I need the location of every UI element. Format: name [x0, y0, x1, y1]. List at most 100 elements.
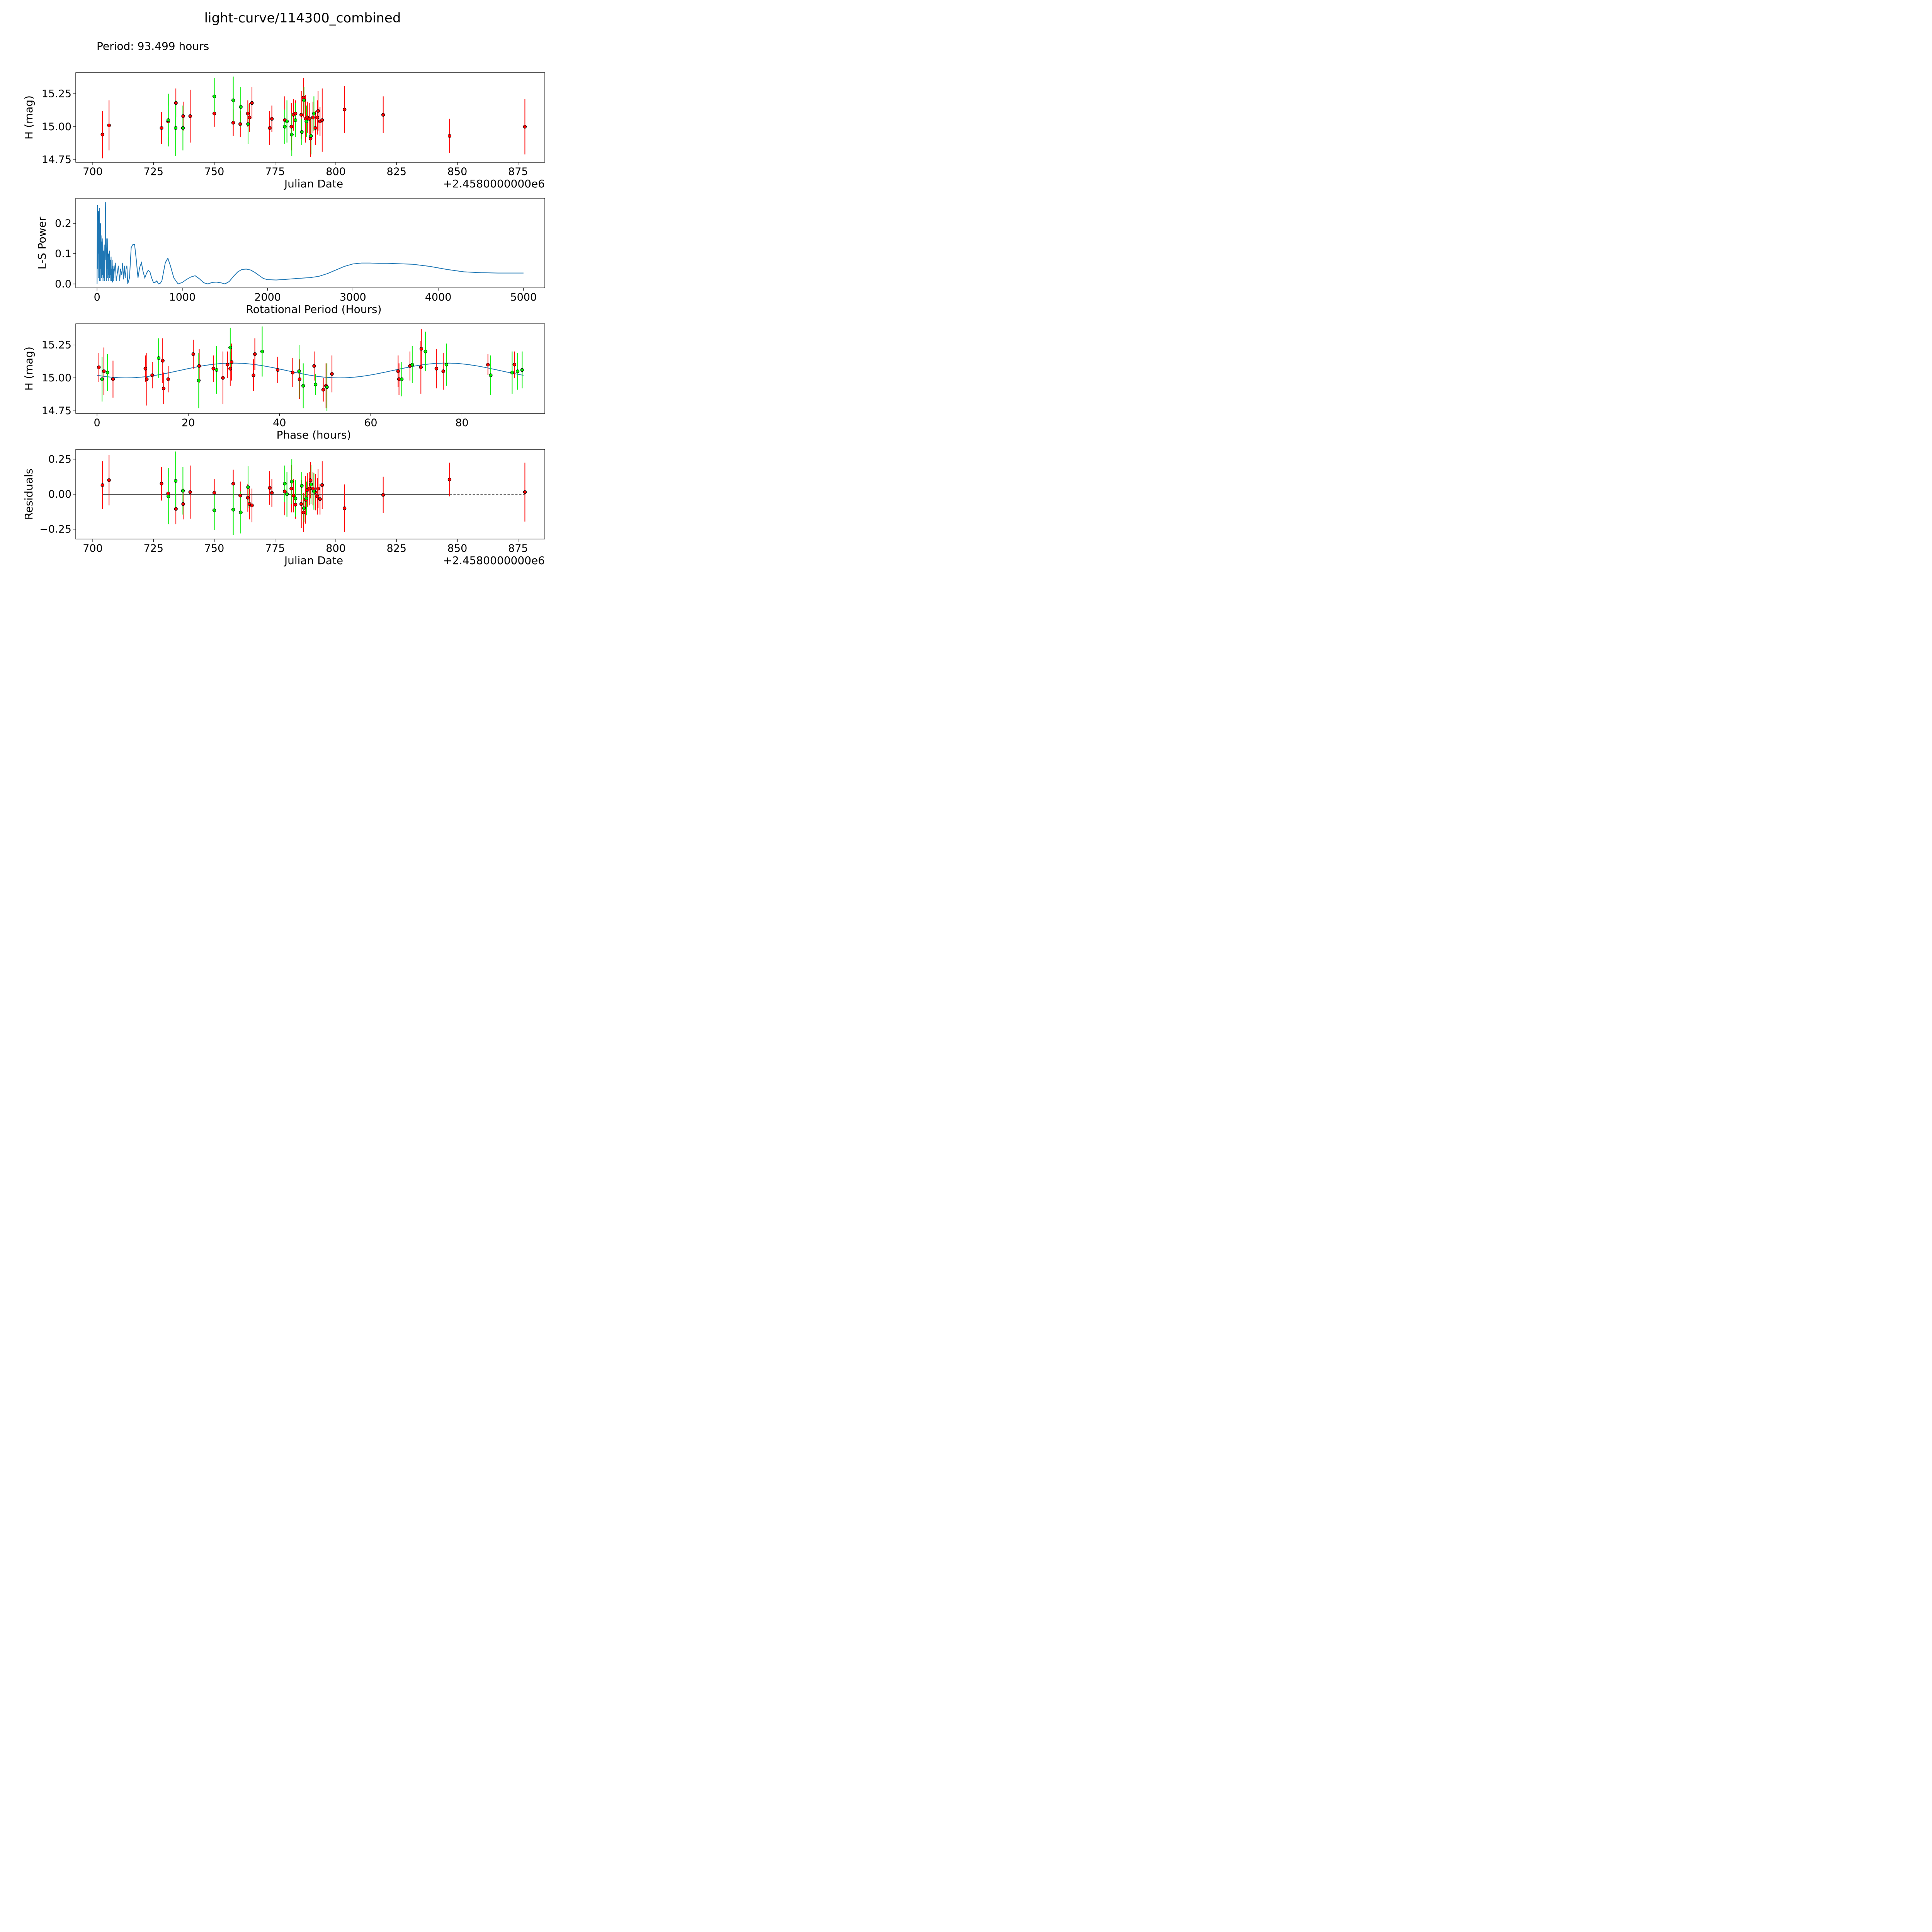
data-point-green [300, 130, 304, 134]
periodogram-panel: 0 1000 2000 3000 4000 5000 0.0 0.1 0.2 Rotational… [36, 198, 545, 316]
data-point-red [100, 133, 104, 137]
y-tick-label: 15.25 [42, 88, 71, 100]
data-point-green [300, 484, 304, 488]
data-point-red [230, 360, 234, 364]
x-tick-label: 775 [265, 166, 285, 178]
y-tick-label: 14.75 [42, 405, 71, 417]
data-point-green [510, 371, 514, 374]
data-point-red [166, 377, 170, 381]
data-point-red [107, 478, 111, 482]
x-tick-label: 825 [387, 166, 407, 178]
x-tick-label: 775 [265, 543, 285, 554]
x-tick-label: 800 [326, 166, 346, 178]
data-point-red [320, 483, 324, 487]
data-point-green [173, 126, 178, 130]
data-point-red [289, 125, 293, 129]
data-point-green [285, 492, 289, 496]
data-point-green [214, 368, 219, 372]
data-point-green [100, 377, 104, 381]
data-point-red [512, 363, 516, 367]
data-point-green [246, 485, 250, 489]
data-point-red [523, 125, 527, 129]
data-point-green [293, 497, 298, 500]
data-point-green [197, 379, 201, 383]
data-point-green [239, 510, 243, 514]
data-point-red [248, 116, 252, 119]
y-tick-label: 0.2 [55, 218, 71, 230]
data-point-red [160, 482, 163, 486]
data-point-red [111, 377, 115, 381]
data-point-green [302, 98, 306, 102]
data-point-green [301, 384, 305, 388]
data-point-red [291, 493, 296, 498]
x-offset-label: +2.4580000000e6 [443, 177, 545, 190]
data-point-red [419, 365, 423, 369]
data-point-green [285, 119, 289, 123]
x-tick-label: 5000 [510, 291, 537, 303]
y-tick-label: 15.00 [42, 121, 71, 133]
x-tick-label: 2000 [254, 291, 281, 303]
data-point-green [312, 490, 316, 493]
x-tick-label: 875 [508, 166, 528, 178]
data-point-green [444, 363, 449, 367]
data-point-red [434, 367, 439, 371]
data-point-green [212, 508, 216, 512]
data-point-green [260, 349, 264, 354]
data-point-red [307, 486, 311, 491]
data-point-red [419, 347, 423, 351]
data-point-green [283, 125, 287, 129]
data-point-green [181, 489, 185, 493]
data-point-green [312, 112, 316, 116]
data-point-red [381, 113, 385, 117]
data-point-red [447, 134, 452, 138]
data-point-red [299, 502, 303, 506]
data-point-red [228, 367, 232, 371]
data-point-red [268, 126, 272, 130]
data-point-green [166, 118, 170, 122]
period-text: Period: 93.499 hours [97, 40, 209, 53]
phased-lightcurve-panel: 0 20 40 60 80 14.75 15.00 15.25 Phase (hours) H (… [22, 323, 545, 441]
data-point-green [283, 482, 287, 486]
data-point-red [342, 107, 347, 112]
x-tick-label: 700 [83, 166, 103, 178]
plot-frame [75, 198, 545, 288]
data-point-green [400, 377, 404, 381]
data-point-green [166, 494, 170, 498]
figure: light-curve/114300_combined Period: 93.4… [22, 10, 545, 567]
data-point-red [253, 352, 257, 356]
data-point-red [396, 369, 400, 373]
data-point-red [211, 367, 215, 371]
data-point-green [293, 118, 298, 122]
data-point-green [105, 371, 109, 374]
data-point-red [320, 118, 324, 122]
data-point-red [307, 117, 311, 121]
data-point-red [330, 372, 334, 376]
data-point-green [297, 369, 301, 373]
x-tick-label: 700 [83, 543, 103, 554]
data-point-red [150, 373, 154, 377]
data-point-green [290, 480, 294, 484]
data-point-red [381, 493, 385, 497]
data-point-red [293, 503, 298, 507]
data-point-red [276, 368, 280, 372]
data-point-red [308, 478, 313, 482]
x-tick-label: 40 [273, 417, 286, 429]
x-axis-label: Julian Date [284, 554, 343, 567]
data-point-red [250, 503, 254, 507]
data-point-red [221, 376, 225, 380]
data-point-red [197, 364, 201, 368]
y-tick-label: 0.25 [48, 453, 71, 465]
y-tick-label: 0.1 [55, 248, 71, 260]
x-tick-label: 725 [144, 166, 164, 178]
x-tick-label: 60 [364, 417, 377, 429]
figure-title: light-curve/114300_combined [204, 10, 401, 26]
data-point-green [325, 385, 329, 389]
data-point-red [311, 116, 315, 119]
x-tick-label: 1000 [169, 291, 196, 303]
data-point-green [410, 363, 414, 367]
data-point-red [270, 117, 274, 121]
data-point-red [246, 112, 250, 116]
data-point-red [181, 502, 185, 506]
data-point-red [293, 112, 298, 116]
data-point-red [246, 496, 250, 500]
